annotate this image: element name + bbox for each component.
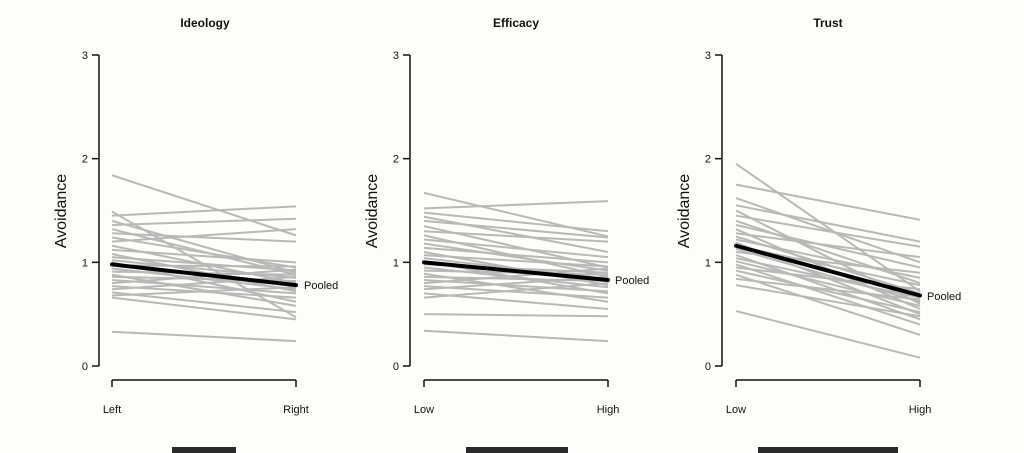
y-axis-label: Avoidance: [53, 174, 70, 249]
individual-line: [423, 278, 609, 293]
individual-line: [111, 174, 297, 237]
individual-line: [735, 204, 921, 243]
individual-line: [735, 310, 921, 359]
pooled-label: Pooled: [927, 291, 961, 303]
individual-line: [423, 246, 609, 264]
individual-line: [735, 269, 921, 314]
x-tick-label: High: [909, 404, 932, 416]
individual-line: [423, 230, 609, 243]
panel-trust: Trust Avoidance 0 1 2 3 Low High Pooled: [676, 16, 961, 416]
next-row-titles-cropped: [172, 447, 898, 453]
individual-line: [423, 329, 609, 343]
y-tick-label: 0: [393, 361, 399, 373]
y-axis-label: Avoidance: [364, 174, 381, 249]
pooled-line: [734, 243, 922, 298]
x-tick-label: Low: [414, 404, 434, 416]
y-tick-label: 3: [82, 50, 88, 62]
y-tick-label: 0: [705, 361, 711, 373]
individual-line: [423, 200, 609, 210]
individual-line: [111, 236, 297, 269]
individual-line: [111, 264, 297, 268]
individual-line: [423, 267, 609, 285]
cropped-title-fragment: [758, 447, 898, 453]
y-tick-label: 1: [705, 257, 711, 269]
individual-line: [423, 219, 609, 239]
pooled-label: Pooled: [304, 280, 338, 292]
pooled-series: [734, 243, 922, 298]
individual-line: [735, 224, 921, 269]
y-tick-label: 0: [82, 361, 88, 373]
individual-line: [111, 286, 297, 297]
panel-ideology: Ideology Avoidance 0 1 2 3 Left Right Poole…: [53, 16, 338, 416]
individual-line: [735, 273, 921, 336]
panel-title: Ideology: [180, 16, 230, 30]
y-tick-label: 1: [82, 257, 88, 269]
individual-line: [735, 277, 921, 301]
x-tick-label: High: [597, 404, 620, 416]
individual-line: [735, 254, 921, 321]
x-axis: Low High: [414, 379, 620, 416]
y-tick-label: 1: [393, 257, 399, 269]
individual-line: [423, 282, 609, 299]
individual-line: [111, 291, 297, 314]
pooled-series: [110, 262, 298, 288]
y-tick-label: 2: [82, 154, 88, 166]
individual-line: [735, 238, 921, 279]
y-axis-label: Avoidance: [676, 174, 693, 249]
individual-lines: [735, 163, 921, 359]
y-axis: 0 1 2 3: [705, 50, 723, 373]
individual-line: [735, 214, 921, 248]
individual-line: [111, 219, 297, 274]
individual-line: [735, 260, 921, 307]
individual-line: [111, 296, 297, 321]
y-tick-label: 2: [393, 154, 399, 166]
individual-line: [423, 313, 609, 318]
individual-line: [111, 248, 297, 264]
individual-line: [111, 228, 297, 243]
individual-line: [735, 284, 921, 318]
cropped-title-fragment: [172, 447, 236, 453]
y-axis: 0 1 2 3: [393, 50, 411, 373]
individual-line: [111, 217, 297, 227]
x-tick-label: Right: [283, 404, 309, 416]
individual-line: [423, 238, 609, 259]
pooled-line: [422, 260, 610, 282]
pooled-label: Pooled: [615, 275, 649, 287]
panel-efficacy: Efficacy Avoidance 0 1 2 3 Low High Pooled: [364, 16, 649, 416]
x-axis: Low High: [726, 379, 932, 416]
individual-lines: [111, 174, 297, 343]
individual-line: [735, 183, 921, 221]
x-axis: Left Right: [103, 379, 309, 416]
individual-line: [423, 275, 609, 282]
individual-line: [423, 242, 609, 272]
individual-line: [111, 232, 297, 243]
panel-title: Efficacy: [493, 16, 539, 30]
individual-line: [423, 191, 609, 238]
individual-line: [735, 197, 921, 264]
pooled-series: [422, 260, 610, 282]
individual-line: [735, 232, 921, 259]
x-tick-label: Left: [103, 404, 121, 416]
individual-lines: [423, 191, 609, 343]
cropped-title-fragment: [466, 447, 568, 453]
pooled-line: [110, 262, 298, 288]
y-tick-label: 2: [705, 154, 711, 166]
individual-line: [111, 278, 297, 295]
individual-line: [111, 275, 297, 291]
x-tick-label: Low: [726, 404, 746, 416]
individual-line: [423, 254, 609, 268]
individual-line: [423, 211, 609, 233]
individual-line: [423, 215, 609, 253]
individual-line: [735, 263, 921, 326]
individual-line: [735, 247, 921, 303]
individual-line: [111, 256, 297, 272]
y-axis: 0 1 2 3: [82, 50, 100, 373]
y-tick-label: 3: [393, 50, 399, 62]
y-tick-label: 3: [705, 50, 711, 62]
individual-line: [111, 205, 297, 217]
individual-line: [111, 330, 297, 343]
panel-title: Trust: [813, 16, 842, 30]
